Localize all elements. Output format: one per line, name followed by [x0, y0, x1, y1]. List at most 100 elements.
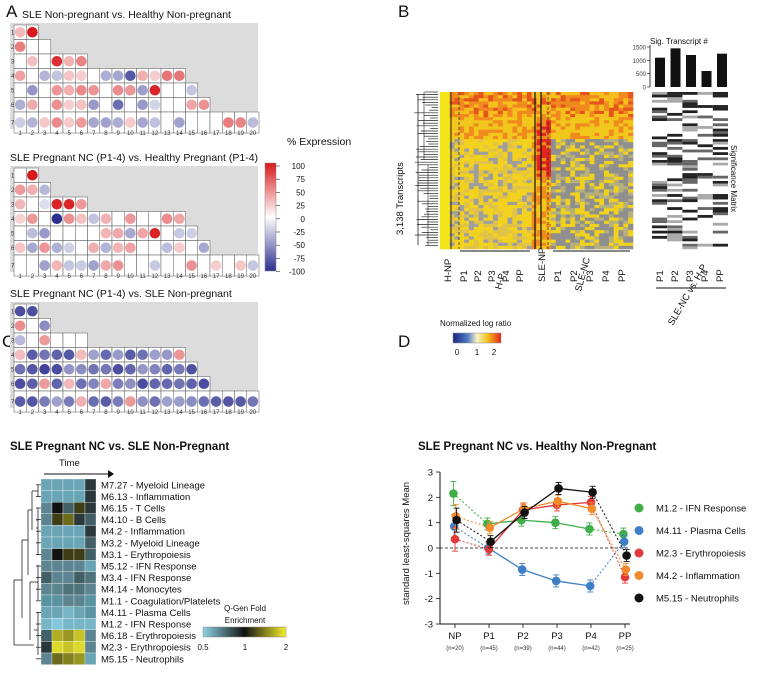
heatmap-cell: [508, 171, 513, 174]
module-cell: [88, 69, 100, 84]
heatmap-cell: [464, 186, 469, 189]
heatmap-cell: [445, 136, 450, 139]
heatmap-cell: [623, 133, 628, 136]
heatmap-cell: [517, 171, 522, 174]
heatmap-cell: [522, 211, 527, 214]
heatmap-cell: [609, 196, 614, 199]
heatmap-cell: [551, 192, 556, 195]
heatmap-cell: [440, 161, 445, 164]
heatmap-cell: [546, 136, 551, 139]
heatmap-cell: [464, 183, 469, 186]
heatmap-cell: [623, 95, 628, 98]
heatmap-cell: [508, 120, 513, 123]
module-dot: [64, 199, 75, 210]
enrichment-cell: [85, 653, 96, 665]
matrix-cell: [652, 186, 667, 189]
heatmap-cell: [551, 105, 556, 108]
heatmap-cell: [580, 123, 585, 126]
heatmap-cell: [464, 240, 469, 243]
heatmap-cell: [469, 211, 474, 214]
heatmap-cell: [517, 189, 522, 192]
enrichment-cell: [74, 572, 85, 584]
heatmap-cell: [570, 214, 575, 217]
heatmap-cell: [459, 218, 464, 221]
heatmap-cell: [580, 205, 585, 208]
heatmap-cell: [570, 208, 575, 211]
heatmap-cell: [527, 127, 532, 130]
heatmap-cell: [619, 117, 624, 120]
heatmap-cell: [469, 171, 474, 174]
heatmap-cell: [474, 227, 479, 230]
matrix-cell: [652, 163, 667, 166]
heatmap-cell: [440, 199, 445, 202]
enrichment-cell: [52, 641, 63, 653]
heatmap-cell: [445, 177, 450, 180]
heatmap-cell: [459, 199, 464, 202]
heatmap-cell: [517, 120, 522, 123]
heatmap-cell: [493, 174, 498, 177]
heatmap-cell: [585, 189, 590, 192]
heatmap-cell: [541, 130, 546, 133]
heatmap-cell: [561, 230, 566, 233]
legend-label: M4.2 - Inflammation: [656, 571, 740, 582]
heatmap-cell: [503, 214, 508, 217]
module-dot: [235, 396, 246, 407]
module-dot: [39, 199, 50, 210]
y-tick-label: 3: [428, 468, 433, 479]
heatmap-cell: [483, 240, 488, 243]
heatmap-cell: [479, 111, 484, 114]
module-dot: [52, 396, 63, 407]
heatmap-cell: [561, 227, 566, 230]
heatmap-cell: [450, 127, 455, 130]
heatmap-cell: [479, 224, 484, 227]
enrichment-cell: [74, 641, 85, 653]
heatmap-cell: [464, 130, 469, 133]
heatmap-cell: [609, 192, 614, 195]
heatmap-cell: [488, 221, 493, 224]
transcript-dendrogram: [414, 92, 438, 245]
heatmap-cell: [609, 149, 614, 152]
heatmap-cell: [512, 214, 517, 217]
module-dot: [15, 117, 26, 128]
enrichment-cell: [41, 491, 52, 503]
module-dot: [27, 27, 38, 38]
heatmap-cell: [619, 221, 624, 224]
heatmap-cell: [498, 142, 503, 145]
heatmap-cell: [532, 98, 537, 101]
heatmap-cell: [445, 233, 450, 236]
heatmap-cell: [628, 145, 633, 148]
heatmap-cell: [522, 152, 527, 155]
heatmap-cell: [527, 171, 532, 174]
module-cell: [75, 333, 87, 348]
heatmap-cell: [561, 208, 566, 211]
col-label: 12: [152, 410, 159, 416]
heatmap-cell: [493, 189, 498, 192]
heatmap-cell: [503, 92, 508, 95]
heatmap-cell: [517, 139, 522, 142]
heatmap-cell: [594, 152, 599, 155]
heatmap-cell: [628, 95, 633, 98]
enrichment-cell: [63, 525, 74, 537]
heatmap-cell: [570, 155, 575, 158]
module-dot: [76, 85, 87, 96]
heatmap-cell: [565, 167, 570, 170]
heatmap-cell: [546, 183, 551, 186]
heatmap-cell: [493, 171, 498, 174]
heatmap-cell: [541, 221, 546, 224]
heatmap-cell: [551, 95, 556, 98]
heatmap-cell: [628, 155, 633, 158]
enrichment-cell: [52, 630, 63, 642]
heatmap-cell: [483, 243, 488, 246]
enrichment-cell: [41, 549, 52, 561]
heatmap-cell: [445, 120, 450, 123]
heatmap-cell: [590, 189, 595, 192]
col-label: 10: [127, 274, 134, 280]
heatmap-cell: [590, 202, 595, 205]
heatmap-cell: [619, 130, 624, 133]
heatmap-cell: [464, 192, 469, 195]
heatmap-cell: [570, 218, 575, 221]
heatmap-cell: [590, 214, 595, 217]
heatmap-cell: [517, 199, 522, 202]
module-dot: [64, 349, 75, 360]
heatmap-cell: [561, 123, 566, 126]
